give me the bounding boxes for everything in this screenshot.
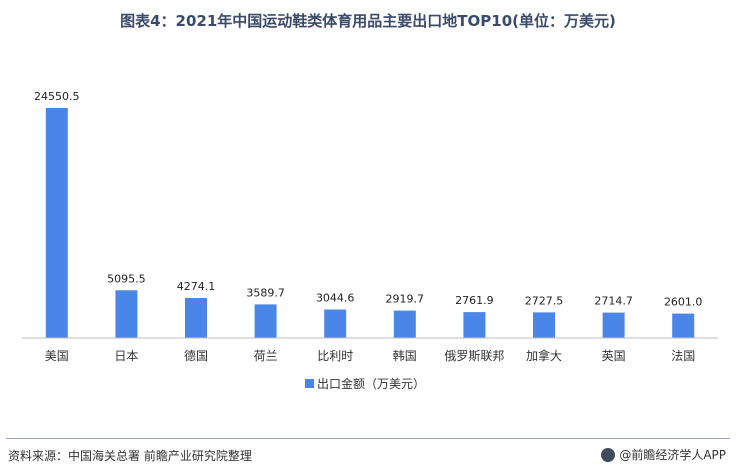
footer-divider — [6, 438, 730, 439]
bar-9 — [602, 312, 625, 338]
footer-brand-text: @前瞻经济学人APP — [619, 448, 726, 462]
bar-7 — [463, 312, 486, 338]
category-label-2: 日本 — [114, 349, 138, 363]
category-label-7: 俄罗斯联邦 — [444, 349, 504, 363]
category-label-4: 荷兰 — [254, 349, 278, 363]
legend: 出口金额（万美元） — [305, 376, 425, 391]
bar-2 — [115, 290, 138, 338]
bar-5 — [324, 309, 347, 338]
footer-source: 资料来源：中国海关总署 前瞻产业研究院整理 — [8, 449, 252, 463]
value-label-8: 2727.5 — [525, 294, 564, 307]
category-label-8: 加拿大 — [526, 348, 562, 363]
value-label-1: 24550.5 — [34, 90, 80, 103]
bar-3 — [185, 298, 207, 338]
value-label-10: 2601.0 — [664, 296, 703, 309]
category-label-9: 英国 — [602, 349, 626, 363]
legend-label: 出口金额（万美元） — [317, 376, 425, 391]
bar-4 — [254, 304, 277, 338]
value-label-2: 5095.5 — [107, 272, 146, 285]
value-label-7: 2761.9 — [455, 294, 494, 307]
bar-8 — [533, 312, 555, 338]
footer-brand: @前瞻经济学人APP — [601, 446, 726, 463]
value-label-9: 2714.7 — [594, 295, 633, 308]
legend-swatch — [305, 379, 314, 388]
bar-1 — [45, 108, 68, 338]
bar-10 — [672, 313, 695, 338]
value-label-3: 4274.1 — [177, 280, 216, 293]
brand-logo-icon — [601, 447, 616, 462]
category-label-5: 比利时 — [317, 349, 353, 363]
bar-6 — [393, 310, 416, 338]
category-label-3: 德国 — [184, 348, 208, 363]
value-label-5: 3044.6 — [316, 292, 355, 305]
category-label-1: 美国 — [45, 349, 69, 363]
value-label-6: 2919.7 — [386, 293, 425, 306]
category-label-6: 韩国 — [393, 348, 417, 363]
value-label-4: 3589.7 — [246, 286, 285, 299]
chart-title: 图表4：2021年中国运动鞋类体育用品主要出口地TOP10(单位：万美元) — [120, 12, 616, 30]
category-label-10: 法国 — [671, 349, 695, 363]
bars-group: 24550.5 美国 5095.5 日本 4274.1 德国 3589.7 荷兰 3044.6 比… — [34, 90, 702, 363]
